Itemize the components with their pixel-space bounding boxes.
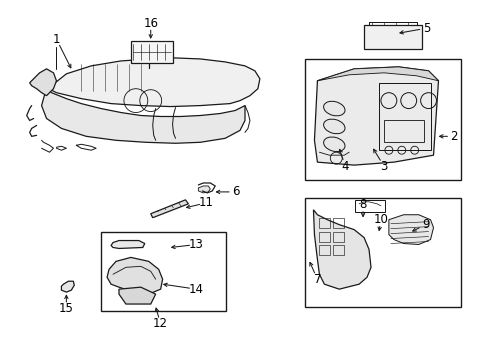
Ellipse shape — [323, 119, 345, 134]
Text: 11: 11 — [199, 196, 213, 209]
Polygon shape — [46, 58, 259, 107]
Text: 5: 5 — [422, 22, 429, 35]
Polygon shape — [119, 287, 155, 304]
Text: 2: 2 — [450, 130, 457, 143]
Text: 3: 3 — [380, 159, 387, 172]
Polygon shape — [131, 41, 172, 63]
Ellipse shape — [323, 101, 345, 116]
Bar — [333, 231, 344, 242]
Text: 9: 9 — [421, 218, 428, 231]
Bar — [304, 198, 460, 307]
Bar — [319, 246, 330, 255]
Bar — [383, 121, 423, 142]
Text: 7: 7 — [313, 273, 321, 286]
Bar — [333, 246, 344, 255]
Polygon shape — [388, 215, 433, 244]
Text: 15: 15 — [59, 302, 74, 315]
Polygon shape — [314, 67, 438, 165]
Text: 16: 16 — [143, 17, 158, 30]
Text: 4: 4 — [341, 159, 348, 172]
Bar — [378, 83, 429, 150]
Polygon shape — [150, 200, 188, 218]
Polygon shape — [30, 69, 56, 96]
Polygon shape — [313, 210, 370, 289]
Text: 1: 1 — [53, 33, 60, 46]
Polygon shape — [41, 88, 244, 143]
Bar — [333, 218, 344, 228]
Polygon shape — [111, 240, 144, 248]
Bar — [354, 200, 384, 212]
Polygon shape — [364, 25, 421, 49]
Polygon shape — [107, 257, 163, 294]
Text: 8: 8 — [359, 198, 366, 211]
Ellipse shape — [323, 137, 345, 152]
Bar — [319, 231, 330, 242]
Polygon shape — [198, 186, 210, 193]
Text: 10: 10 — [373, 213, 387, 226]
Bar — [101, 231, 225, 311]
Polygon shape — [317, 67, 438, 81]
Text: 6: 6 — [232, 185, 239, 198]
Text: 14: 14 — [188, 283, 203, 296]
Text: 13: 13 — [188, 238, 203, 251]
Text: 12: 12 — [153, 318, 168, 330]
Polygon shape — [61, 281, 74, 292]
Bar — [319, 218, 330, 228]
Bar — [304, 59, 460, 180]
